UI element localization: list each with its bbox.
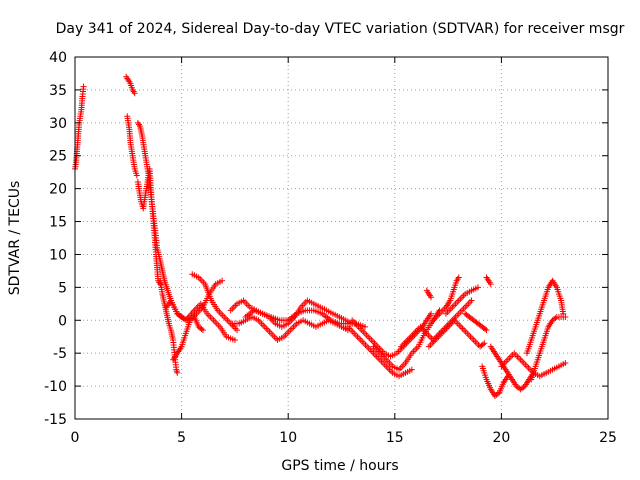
y-tick-label: 20 bbox=[49, 182, 67, 198]
data-point-marker bbox=[361, 323, 368, 330]
data-point-marker bbox=[428, 310, 435, 317]
y-tick-labels: -15 -10 -5 0 5 10 15 20 25 30 35 40 bbox=[44, 50, 67, 428]
y-tick-label: -5 bbox=[53, 346, 67, 362]
data-point-marker bbox=[483, 327, 490, 334]
data-point-marker bbox=[80, 83, 87, 90]
data-point-marker bbox=[231, 337, 238, 344]
y-tick-label: 15 bbox=[49, 215, 67, 231]
data-point-marker bbox=[562, 313, 569, 320]
y-tick-label: 30 bbox=[49, 116, 67, 132]
plot-frame bbox=[74, 56, 609, 420]
x-tick-labels: 0 5 10 15 20 25 bbox=[71, 430, 617, 446]
x-axis-title: GPS time / hours bbox=[281, 458, 398, 474]
data-point-marker bbox=[131, 90, 138, 97]
x-tick-label: 20 bbox=[492, 430, 510, 446]
data-point-marker bbox=[199, 327, 206, 334]
data-points-layer bbox=[72, 73, 569, 399]
y-tick-label: -10 bbox=[44, 379, 67, 395]
data-point-marker bbox=[234, 327, 241, 334]
y-tick-label: 25 bbox=[49, 149, 67, 165]
x-tick-label: 5 bbox=[177, 430, 186, 446]
data-point-marker bbox=[481, 340, 488, 347]
data-point-marker bbox=[482, 326, 489, 333]
y-tick-label: 5 bbox=[58, 280, 67, 296]
data-point-marker bbox=[408, 366, 415, 373]
y-tick-label: -15 bbox=[44, 412, 67, 428]
data-point-marker bbox=[133, 172, 140, 179]
data-point-marker bbox=[455, 274, 462, 281]
y-tick-label: 0 bbox=[58, 313, 67, 329]
x-tick-label: 15 bbox=[386, 430, 404, 446]
data-point-marker bbox=[487, 281, 494, 288]
data-point-marker bbox=[468, 297, 475, 304]
data-point-marker bbox=[562, 360, 569, 367]
x-tick-label: 10 bbox=[279, 430, 297, 446]
data-point-marker bbox=[474, 284, 481, 291]
y-tick-label: 35 bbox=[49, 83, 67, 99]
data-point-marker bbox=[494, 390, 501, 397]
tick-layer bbox=[74, 56, 609, 420]
y-tick-label: 40 bbox=[49, 50, 67, 66]
data-point-marker bbox=[174, 369, 181, 376]
data-point-marker bbox=[552, 315, 559, 322]
y-tick-label: 10 bbox=[49, 247, 67, 263]
y-axis-title: SDTVAR / TECUs bbox=[7, 181, 23, 296]
data-point-marker bbox=[198, 326, 205, 333]
x-tick-label: 0 bbox=[71, 430, 80, 446]
data-point-marker bbox=[219, 277, 226, 284]
data-point-marker bbox=[479, 341, 486, 348]
chart-title: Day 341 of 2024, Sidereal Day-to-day VTE… bbox=[56, 21, 625, 37]
x-tick-label: 25 bbox=[599, 430, 617, 446]
data-point-marker bbox=[428, 294, 435, 301]
